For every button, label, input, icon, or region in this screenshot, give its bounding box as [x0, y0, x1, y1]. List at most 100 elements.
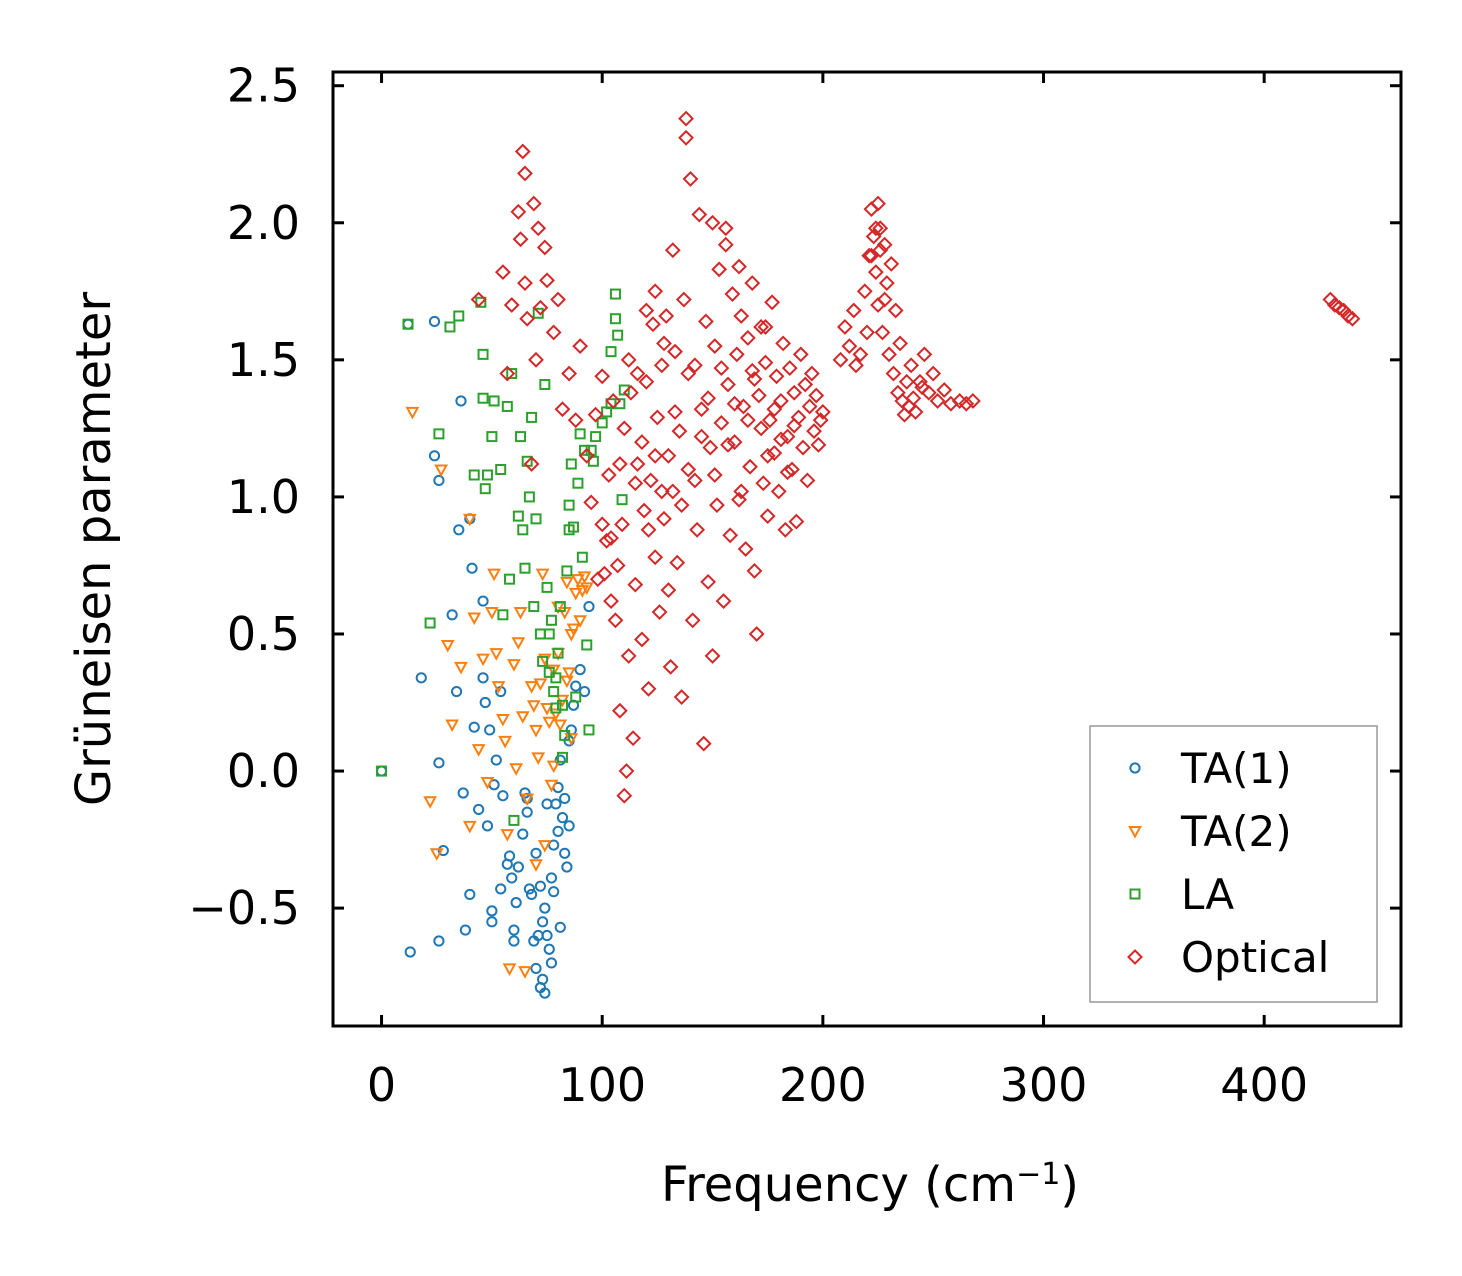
data-point-optical — [603, 530, 619, 546]
data-point-optical — [664, 242, 681, 259]
data-point-la — [552, 647, 564, 659]
data-point-ta-2 — [498, 735, 513, 749]
data-point-optical — [530, 220, 547, 237]
data-point-la — [376, 765, 388, 777]
data-point-la — [402, 318, 414, 330]
data-point-ta-2 — [491, 681, 506, 694]
data-point-ta-1 — [559, 792, 571, 805]
data-point-optical — [642, 472, 659, 489]
data-point-optical — [706, 467, 723, 483]
data-point-optical — [792, 346, 809, 363]
data-point-optical — [594, 368, 611, 385]
data-point-optical — [874, 324, 891, 341]
data-point-optical — [907, 404, 924, 420]
data-point-optical — [684, 612, 701, 629]
data-point-ta-1 — [486, 905, 498, 917]
data-point-optical — [664, 483, 681, 500]
data-point-la — [563, 524, 575, 536]
data-point-optical — [788, 513, 805, 530]
data-point-optical — [589, 571, 606, 588]
data-point-ta-2 — [544, 779, 559, 793]
data-point-optical — [514, 143, 531, 160]
data-point-optical — [603, 593, 619, 610]
data-point-la — [550, 702, 562, 714]
data-point-ta-1 — [428, 450, 441, 462]
data-point-ta-1 — [537, 973, 549, 985]
data-point-ta-1 — [464, 888, 476, 901]
data-point-ta-1 — [563, 820, 575, 832]
data-point-optical — [686, 472, 703, 489]
y-tick-label: 2.0 — [227, 196, 300, 250]
data-point-optical — [627, 576, 644, 593]
data-point-la — [618, 384, 630, 396]
data-point-la — [526, 411, 538, 423]
data-point-la — [539, 379, 551, 391]
y-tick-label: −0.5 — [188, 881, 300, 935]
data-point-ta-1 — [459, 924, 471, 936]
data-point-optical — [704, 647, 721, 664]
data-point-optical — [519, 310, 536, 327]
data-point-optical — [605, 393, 622, 409]
data-point-ta-2 — [502, 963, 517, 977]
data-point-optical — [878, 275, 895, 292]
data-point-optical — [598, 532, 615, 549]
data-point-ta-1 — [477, 595, 489, 607]
data-point-optical — [528, 351, 544, 368]
series-optical — [470, 110, 1361, 804]
data-point-optical — [832, 351, 849, 368]
data-point-la — [515, 431, 527, 443]
data-point-optical — [790, 409, 807, 426]
data-point-ta-1 — [552, 825, 564, 837]
data-point-la — [506, 368, 518, 380]
data-point-la — [453, 310, 465, 322]
data-point-optical — [656, 510, 672, 527]
data-point-optical — [1340, 308, 1356, 324]
data-point-la — [605, 346, 617, 358]
data-point-optical — [925, 365, 942, 382]
data-point-optical — [567, 412, 584, 429]
data-point-ta-1 — [548, 839, 560, 851]
data-point-ta-1 — [484, 724, 496, 736]
data-point-ta-2 — [515, 711, 530, 724]
data-point-ta-1 — [468, 721, 480, 733]
legend-entries: TA(1) TA(2) LA Optical — [1127, 744, 1329, 982]
data-point-la — [486, 431, 498, 443]
data-point-optical — [812, 412, 829, 429]
data-point-ta-2 — [573, 615, 588, 628]
data-point-optical — [779, 464, 796, 481]
data-point-ta-1 — [455, 395, 467, 407]
data-point-optical — [775, 335, 792, 352]
series-ta-2 — [405, 406, 594, 979]
data-point-optical — [916, 346, 933, 363]
data-point-optical — [640, 680, 657, 697]
data-point-optical — [806, 423, 822, 440]
data-point-ta-1 — [561, 861, 573, 873]
data-point-optical — [731, 491, 747, 508]
data-point-la — [537, 655, 549, 667]
data-point-optical — [859, 324, 875, 341]
data-point-la — [556, 751, 568, 763]
data-point-optical — [673, 497, 690, 514]
data-point-optical — [656, 335, 672, 352]
data-point-ta-1 — [402, 318, 414, 330]
data-point-optical — [746, 563, 763, 579]
data-point-optical — [525, 195, 542, 212]
data-point-optical — [861, 247, 878, 264]
data-point-optical — [808, 387, 825, 404]
data-point-optical — [865, 228, 882, 245]
data-point-ta-1 — [554, 921, 566, 933]
data-point-optical — [739, 412, 756, 429]
data-point-ta-1 — [541, 929, 553, 942]
series-la — [376, 288, 630, 826]
data-point-la — [609, 288, 621, 300]
data-point-ta-2 — [526, 700, 541, 713]
data-point-optical — [766, 401, 783, 418]
data-point-optical — [503, 297, 520, 313]
data-point-optical — [764, 294, 781, 311]
data-point-optical — [494, 264, 511, 281]
data-point-optical — [779, 428, 796, 445]
data-point-ta-1 — [545, 872, 558, 884]
data-point-optical — [616, 787, 633, 804]
data-point-la — [559, 729, 571, 741]
data-point-optical — [647, 447, 664, 464]
